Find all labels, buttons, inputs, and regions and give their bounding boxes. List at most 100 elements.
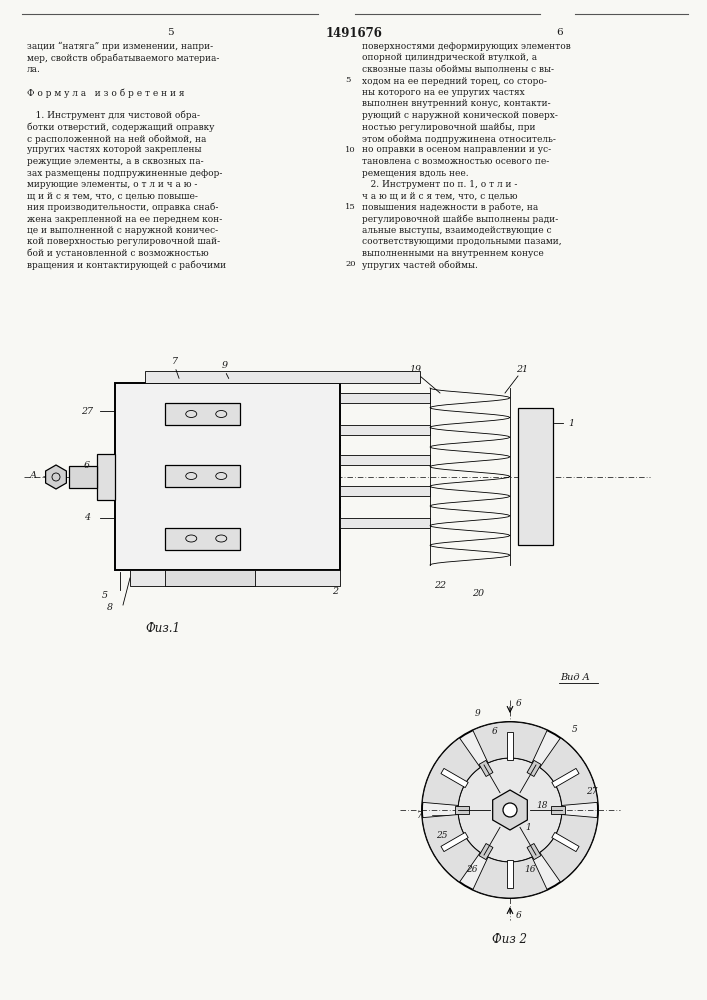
Polygon shape [422,815,480,882]
Text: ходом на ее передний торец, со сторо-: ходом на ее передний торец, со сторо- [362,77,547,86]
Text: Физ 2: Физ 2 [493,933,527,946]
Text: Ф о р м у л а   и з о б р е т е н и я: Ф о р м у л а и з о б р е т е н и я [27,88,185,98]
Text: 18: 18 [536,800,548,810]
Circle shape [503,803,517,817]
Polygon shape [540,815,597,882]
Polygon shape [473,722,547,763]
Text: опорной цилиндрической втулкой, а: опорной цилиндрической втулкой, а [362,53,537,62]
Text: 27: 27 [586,788,597,796]
Text: жена закрепленной на ее переднем кон-: жена закрепленной на ее переднем кон- [27,215,222,224]
Polygon shape [551,832,579,852]
Text: Вид A: Вид A [560,673,590,682]
Polygon shape [473,857,547,898]
Text: 20: 20 [472,588,484,597]
Polygon shape [441,768,468,788]
Text: соответствующими продольными пазами,: соответствующими продольными пазами, [362,237,561,246]
Text: 5: 5 [345,77,351,85]
Text: кой поверхностью регулировочной шай-: кой поверхностью регулировочной шай- [27,237,220,246]
Polygon shape [493,790,527,830]
Polygon shape [507,732,513,760]
Text: ностью регулировочной шайбы, при: ностью регулировочной шайбы, при [362,122,535,132]
Text: 8: 8 [107,603,113,612]
Polygon shape [551,768,579,788]
Text: альные выступы, взаимодействующие с: альные выступы, взаимодействующие с [362,226,551,235]
Text: 5: 5 [572,726,578,734]
Text: упругих частях которой закреплены: упругих частях которой закреплены [27,145,201,154]
Text: щ и й с я тем, что, с целью повыше-: щ и й с я тем, что, с целью повыше- [27,192,198,200]
Polygon shape [441,832,468,852]
Text: повышения надежности в работе, на: повышения надежности в работе, на [362,203,538,213]
Bar [340,518,430,528]
Polygon shape [422,738,480,805]
Text: 22: 22 [434,580,446,589]
Bar [145,371,420,383]
Text: выполненными на внутреннем конусе: выполненными на внутреннем конусе [362,249,544,258]
Text: 6: 6 [516,700,522,708]
Bar [130,570,340,586]
Text: 2: 2 [332,587,338,596]
Text: 25: 25 [436,830,448,840]
Text: выполнен внутренний конус, контакти-: выполнен внутренний конус, контакти- [362,100,551,108]
Text: 1. Инструмент для чистовой обра-: 1. Инструмент для чистовой обра- [27,111,200,120]
Text: упругих частей обоймы.: упругих частей обоймы. [362,260,478,270]
Bar [115,383,340,570]
Bar [340,425,430,435]
Bar [340,393,430,403]
Text: 5: 5 [167,28,173,37]
Text: ремещения вдоль нее.: ремещения вдоль нее. [362,168,469,178]
Text: 1: 1 [525,824,531,832]
Text: ч а ю щ и й с я тем, что, с целью: ч а ю щ и й с я тем, что, с целью [362,192,518,200]
Text: 21: 21 [516,365,528,374]
Text: 1: 1 [568,418,574,428]
Text: тановлена с возможностью осевого пе-: тановлена с возможностью осевого пе- [362,157,549,166]
Text: 6: 6 [84,460,90,470]
Text: ния производительности, оправка снаб-: ния производительности, оправка снаб- [27,203,218,213]
Polygon shape [46,465,66,489]
Text: но оправки в осеном направлении и ус-: но оправки в осеном направлении и ус- [362,145,551,154]
Text: рующий с наружной конической поверх-: рующий с наружной конической поверх- [362,111,558,120]
Text: бой и установленной с возможностью: бой и установленной с возможностью [27,249,209,258]
Text: 7: 7 [172,357,178,365]
Text: 4: 4 [84,514,90,522]
Text: 6: 6 [516,912,522,920]
Text: 26: 26 [466,865,478,874]
Polygon shape [479,844,493,860]
Bar [97,454,115,500]
Bar [165,465,240,487]
Polygon shape [527,760,541,776]
Polygon shape [507,860,513,888]
Text: 7: 7 [417,810,423,820]
Text: 9: 9 [475,710,481,718]
Bar [69,466,97,488]
Text: 6: 6 [556,28,563,37]
Text: 5: 5 [102,590,108,599]
Text: регулировочной шайбе выполнены ради-: регулировочной шайбе выполнены ради- [362,215,559,224]
Text: 19: 19 [409,365,421,374]
Text: режущие элементы, а в сквозных па-: режущие элементы, а в сквозных па- [27,157,204,166]
Text: 16: 16 [525,865,536,874]
Text: с расположенной на ней обоймой, на: с расположенной на ней обоймой, на [27,134,206,143]
Text: ла.: ла. [27,65,41,74]
Text: 1491676: 1491676 [325,27,382,40]
Bar [340,455,430,465]
Text: 9: 9 [222,360,228,369]
Text: вращения и контактирующей с рабочими: вращения и контактирующей с рабочими [27,260,226,270]
Text: A: A [30,472,37,481]
Polygon shape [455,806,469,814]
Circle shape [458,758,562,862]
Text: 15: 15 [345,203,356,211]
Bar [165,403,240,425]
Text: 10: 10 [345,145,356,153]
Text: поверхностями деформирующих элементов: поверхностями деформирующих элементов [362,42,571,51]
Bar [518,408,553,545]
Polygon shape [551,806,565,814]
Text: ботки отверстий, содержащий оправку: ботки отверстий, содержащий оправку [27,122,214,132]
Polygon shape [540,738,597,805]
Text: Физ.1: Физ.1 [145,622,180,635]
Polygon shape [479,760,493,776]
Text: зации “натяга” при изменении, напри-: зации “натяга” при изменении, напри- [27,42,213,51]
Polygon shape [527,844,541,860]
Text: мирующие элементы, о т л и ч а ю -: мирующие элементы, о т л и ч а ю - [27,180,197,189]
Text: этом обойма подпружинена относитель-: этом обойма подпружинена относитель- [362,134,556,143]
Text: 6: 6 [492,728,498,736]
